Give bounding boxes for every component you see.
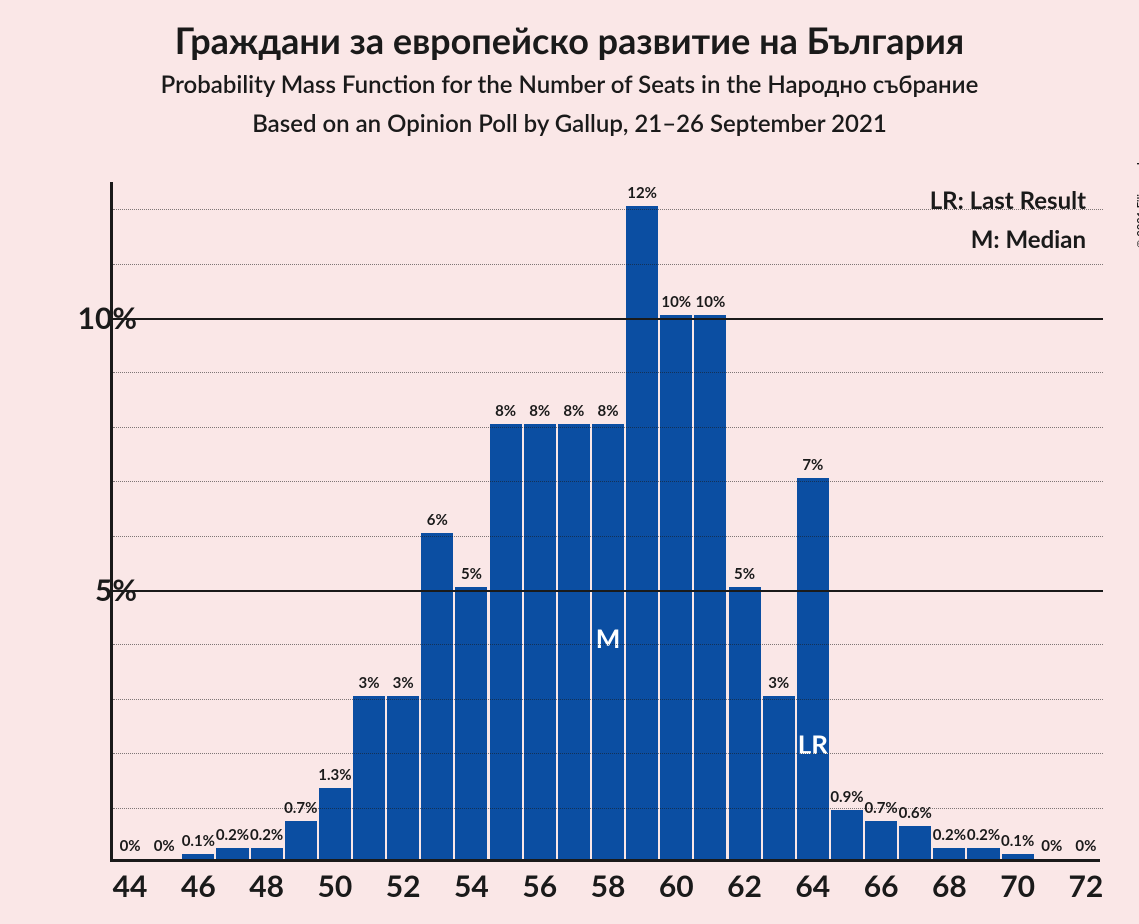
gridline-minor (113, 644, 1103, 645)
bar (182, 854, 214, 859)
x-axis-label: 66 (864, 868, 899, 904)
x-axis-label: 64 (795, 868, 830, 904)
bar (967, 848, 999, 859)
bar (285, 821, 317, 859)
title-main: Граждани за европейско развитие на Бълга… (0, 18, 1139, 62)
bar (694, 315, 726, 859)
bar (660, 315, 692, 859)
y-axis-label: 10% (78, 300, 137, 336)
title-subtitle-1: Probability Mass Function for the Number… (0, 70, 1139, 99)
x-axis-label: 62 (727, 868, 762, 904)
x-axis-label: 60 (659, 868, 694, 904)
x-axis-label: 58 (591, 868, 626, 904)
x-axis-label: 50 (317, 868, 352, 904)
bar (216, 848, 248, 859)
gridline-minor (113, 372, 1103, 373)
last-result-marker: LR (783, 728, 843, 760)
x-axis-label: 56 (522, 868, 557, 904)
x-axis-label: 46 (181, 868, 216, 904)
x-axis-label: 52 (386, 868, 421, 904)
bar (865, 821, 897, 859)
bars-container: 0%0%0.1%0.2%0.2%0.7%1.3%3%3%6%5%8%8%8%8%… (113, 179, 1103, 859)
x-axis-label: 44 (113, 868, 148, 904)
plot-region: 0%0%0.1%0.2%0.2%0.7%1.3%3%3%6%5%8%8%8%8%… (110, 182, 1100, 862)
bar (763, 696, 795, 859)
x-axis-label: 70 (1000, 868, 1035, 904)
chart-titles: Граждани за европейско развитие на Бълга… (0, 0, 1139, 138)
x-axis-label: 68 (932, 868, 967, 904)
bar (831, 810, 863, 859)
title-subtitle-2: Based on an Opinion Poll by Gallup, 21–2… (0, 109, 1139, 138)
y-axis-label: 5% (95, 572, 137, 608)
bar (251, 848, 283, 859)
gridline-minor (113, 536, 1103, 537)
bar (353, 696, 385, 859)
gridline-minor (113, 209, 1103, 210)
bar-value-label: 5% (715, 565, 775, 583)
bar-value-label: 10% (680, 293, 740, 311)
gridline-minor (113, 427, 1103, 428)
x-axis-label: 72 (1069, 868, 1104, 904)
copyright-text: © 2021 Filip van Laenen (1135, 130, 1139, 248)
bar (933, 848, 965, 859)
bar (455, 587, 487, 859)
bar (319, 788, 351, 859)
gridline-minor (113, 753, 1103, 754)
bar (490, 424, 522, 859)
gridline-minor (113, 699, 1103, 700)
x-axis-label: 54 (454, 868, 489, 904)
gridline-major (113, 318, 1103, 320)
gridline-minor (113, 808, 1103, 809)
bar (524, 424, 556, 859)
bar-value-label: 12% (612, 184, 672, 202)
gridline-minor (113, 481, 1103, 482)
gridline-minor (113, 264, 1103, 265)
bar-value-label: 7% (783, 456, 843, 474)
chart-area: LR: Last Result M: Median 0%0%0.1%0.2%0.… (110, 182, 1100, 862)
gridline-major (113, 590, 1103, 592)
bar (729, 587, 761, 859)
bar-value-label: 0% (1056, 837, 1116, 855)
x-axis-label: 48 (249, 868, 284, 904)
bar (387, 696, 419, 859)
bar-value-label: 6% (407, 511, 467, 529)
